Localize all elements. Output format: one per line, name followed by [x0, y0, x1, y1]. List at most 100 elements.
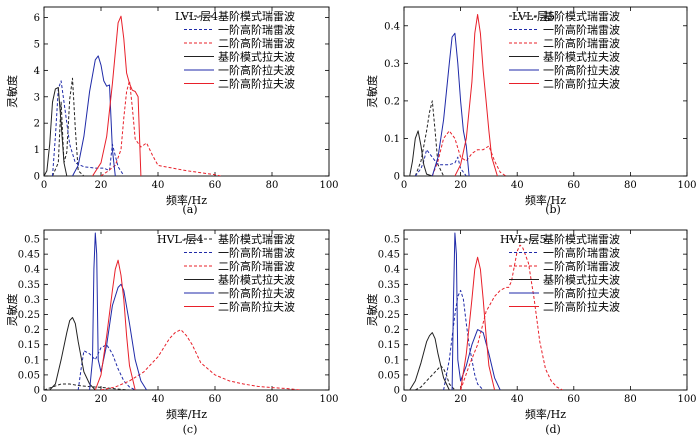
y-axis-label: 灵敏度 [365, 294, 379, 327]
series-line-3 [100, 80, 221, 176]
series-line-6 [460, 256, 496, 390]
y-tick-label: 1 [34, 145, 40, 156]
x-tick-label: 40 [511, 180, 524, 191]
y-tick-label: 0.4 [384, 21, 400, 32]
panel-title: LVL-层5 [512, 10, 555, 23]
legend-label: 基阶模式瑞雷波 [218, 232, 295, 246]
legend-label: 基阶模式拉夫波 [543, 273, 620, 287]
series-line-4 [49, 317, 96, 390]
series-line-1 [52, 77, 85, 176]
legend-label: 基阶模式瑞雷波 [543, 232, 620, 246]
x-tick-label: 100 [319, 394, 338, 405]
y-tick-label: 0.2 [384, 96, 400, 107]
legend-label: 二阶高阶瑞雷波 [218, 259, 295, 273]
y-tick-label: 0.4 [384, 265, 400, 276]
x-axis-label: 频率/Hz [525, 193, 566, 207]
panel-title: HVL-层4 [157, 233, 204, 246]
x-tick-label: 20 [454, 394, 467, 405]
chart-panel-b: 0 20 40 60 80 100 0 0.1 0.2 0.3 0.4 频率/Hz 灵敏度 (b) LVL-… [365, 6, 697, 216]
y-tick-label: 0.5 [384, 235, 400, 246]
x-tick-label: 0 [401, 394, 407, 405]
legend-label: 一阶高阶拉夫波 [218, 286, 295, 300]
y-tick-label: 0.45 [18, 250, 40, 261]
x-tick-label: 80 [624, 394, 637, 405]
axes-frame [403, 6, 688, 177]
legend-label: 基阶模式拉夫波 [543, 50, 620, 64]
legend-label: 二阶高阶拉夫波 [218, 77, 295, 91]
axes-frame [43, 6, 330, 177]
y-tick-label: 0.35 [18, 280, 40, 291]
y-tick-label: 0.1 [24, 355, 40, 366]
legend-label: 二阶高阶瑞雷波 [543, 259, 620, 273]
legend-label: 二阶高阶拉夫波 [543, 300, 620, 314]
axes-frame [43, 229, 330, 391]
panel-caption: (d) [545, 423, 561, 436]
legend-label: 二阶高阶瑞雷波 [218, 36, 295, 50]
series-line-6 [94, 259, 136, 390]
y-tick-label: 0.05 [18, 370, 40, 381]
legend-label: 二阶高阶瑞雷波 [543, 36, 620, 50]
series-line-4 [409, 130, 433, 176]
y-tick-label: 4 [34, 66, 40, 77]
legend-label: 一阶高阶瑞雷波 [543, 23, 620, 37]
series-line-6 [92, 15, 142, 176]
x-tick-label: 100 [677, 394, 696, 405]
x-tick-label: 40 [152, 180, 165, 191]
series-line-4 [44, 87, 68, 176]
y-tick-label: 3 [34, 92, 40, 103]
y-tick-label: 0.2 [24, 325, 40, 336]
x-tick-label: 80 [624, 180, 637, 191]
y-tick-label: 0.5 [24, 235, 40, 246]
y-tick-label: 0 [34, 172, 40, 183]
series-line-5 [89, 232, 148, 390]
y-tick-label: 0.25 [18, 310, 40, 321]
y-axis-label: 灵敏度 [5, 294, 19, 327]
x-tick-label: 60 [567, 394, 580, 405]
y-tick-label: 5 [34, 39, 40, 50]
x-axis-label: 频率/Hz [166, 193, 207, 207]
x-tick-label: 80 [266, 180, 279, 191]
legend-label: 基阶模式瑞雷波 [543, 9, 620, 23]
y-tick-label: 2 [34, 119, 40, 130]
y-tick-label: 0.15 [378, 340, 400, 351]
x-tick-label: 20 [95, 180, 108, 191]
series-line-5 [431, 32, 470, 176]
y-tick-label: 0.4 [24, 265, 40, 276]
series-line-2 [414, 149, 467, 176]
panel-caption: (a) [182, 203, 197, 216]
y-tick-label: 0.35 [378, 280, 400, 291]
y-tick-label: 0.25 [378, 310, 400, 321]
y-axis-label: 灵敏度 [5, 75, 19, 108]
x-tick-label: 60 [209, 180, 222, 191]
chart-panel-d: 0 20 40 60 80 100 0 0.05 0.1 0.15 0.2 0.25 0.3 0.35 0.… [365, 229, 697, 436]
legend-label: 基阶模式瑞雷波 [218, 9, 295, 23]
y-tick-label: 0.3 [384, 59, 400, 70]
y-tick-label: 0.2 [384, 325, 400, 336]
legend-label: 一阶高阶拉夫波 [543, 286, 620, 300]
series-line-1 [44, 383, 130, 390]
y-tick-label: 0.05 [378, 370, 400, 381]
series-line-2 [52, 80, 125, 176]
y-tick-label: 0.1 [384, 134, 400, 145]
y-axis-label: 灵敏度 [365, 75, 379, 108]
x-tick-label: 40 [152, 394, 165, 405]
panel-caption: (b) [545, 203, 561, 216]
panel-title: HVL-层5 [500, 233, 547, 246]
legend-label: 一阶高阶拉夫波 [543, 63, 620, 77]
axes-frame [403, 229, 688, 391]
series-line-1 [415, 365, 456, 390]
series-line-4 [409, 332, 450, 390]
y-tick-label: 0.1 [384, 355, 400, 366]
series-line-5 [451, 232, 501, 390]
series-line-3 [100, 329, 301, 390]
y-tick-label: 0 [34, 386, 40, 397]
series-line-6 [454, 14, 498, 176]
legend-label: 一阶高阶瑞雷波 [543, 246, 620, 260]
legend-label: 基阶模式拉夫波 [218, 50, 295, 64]
series-line-3 [431, 130, 507, 176]
y-tick-label: 0.3 [384, 295, 400, 306]
y-tick-label: 0 [394, 386, 400, 397]
x-tick-label: 100 [677, 180, 696, 191]
x-tick-label: 80 [266, 394, 279, 405]
